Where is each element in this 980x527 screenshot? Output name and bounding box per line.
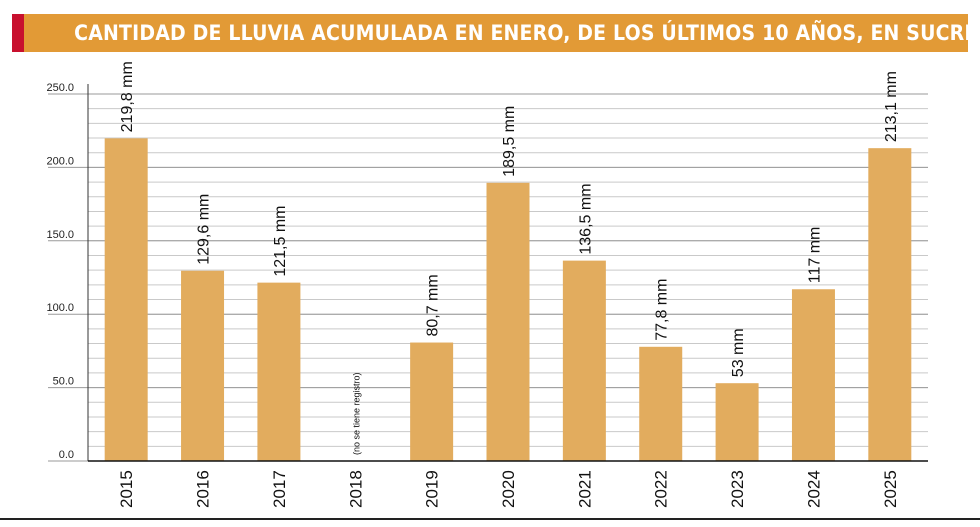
bottom-rule <box>0 518 980 520</box>
x-tick-label: 2020 <box>499 470 518 508</box>
data-label: (no se tiene registro) <box>351 372 361 455</box>
bar <box>486 182 530 461</box>
title-bar: CANTIDAD DE LLUVIA ACUMULADA EN ENERO, D… <box>12 14 977 52</box>
y-tick-label: 250.0 <box>46 82 74 94</box>
data-label: 80,7 mm <box>425 274 442 336</box>
data-label: 53 mm <box>730 328 747 377</box>
y-tick-label: 50.0 <box>53 376 74 388</box>
y-tick-label: 0.0 <box>59 449 74 461</box>
data-label: 189,5 mm <box>501 106 518 177</box>
data-label: 117 mm <box>806 227 823 284</box>
data-label: 77,8 mm <box>654 279 671 341</box>
x-tick-label: 2025 <box>881 470 900 508</box>
data-label: 129,6 mm <box>196 194 213 265</box>
x-tick-label: 2021 <box>575 470 594 508</box>
data-label: 213,1 mm <box>883 71 900 142</box>
title-accent <box>12 14 24 52</box>
x-tick-label: 2018 <box>346 470 365 508</box>
x-tick-label: 2024 <box>804 470 823 508</box>
data-label: 136,5 mm <box>577 183 594 254</box>
chart-title: CANTIDAD DE LLUVIA ACUMULADA EN ENERO, D… <box>74 21 978 45</box>
bar <box>791 289 835 461</box>
bar <box>562 260 606 461</box>
bar <box>410 342 454 461</box>
data-label: 219,8 mm <box>119 61 136 132</box>
x-tick-label: 2019 <box>423 470 442 508</box>
x-tick-label: 2023 <box>728 470 747 508</box>
bar <box>715 383 759 461</box>
y-tick-label: 100.0 <box>46 302 74 314</box>
x-tick-label: 2017 <box>270 470 289 508</box>
bar <box>104 138 148 461</box>
x-tick-label: 2022 <box>652 470 671 508</box>
bar <box>639 346 683 461</box>
bar <box>257 282 301 461</box>
x-tick-label: 2016 <box>194 470 213 508</box>
y-tick-label: 200.0 <box>46 155 74 167</box>
y-tick-label: 150.0 <box>46 229 74 241</box>
bar <box>181 270 225 461</box>
data-label: 121,5 mm <box>272 205 289 276</box>
x-tick-label: 2015 <box>117 470 136 508</box>
bar <box>868 148 912 462</box>
